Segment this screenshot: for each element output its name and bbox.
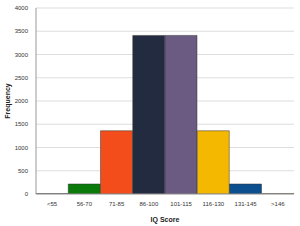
svg-text:2500: 2500 bbox=[15, 75, 29, 81]
svg-text:<55: <55 bbox=[47, 201, 58, 207]
svg-text:131-145: 131-145 bbox=[235, 201, 258, 207]
svg-text:1000: 1000 bbox=[15, 145, 29, 151]
svg-text:56-70: 56-70 bbox=[77, 201, 93, 207]
svg-text:IQ Score: IQ Score bbox=[151, 216, 180, 224]
svg-text:0: 0 bbox=[25, 191, 29, 197]
svg-text:101-115: 101-115 bbox=[170, 201, 192, 207]
svg-text:500: 500 bbox=[18, 168, 29, 174]
svg-text:Frequency: Frequency bbox=[8, 83, 12, 119]
svg-text:1500: 1500 bbox=[15, 121, 29, 127]
svg-text:116-130: 116-130 bbox=[203, 201, 225, 207]
svg-text:86-100: 86-100 bbox=[140, 201, 159, 207]
svg-text:3500: 3500 bbox=[15, 28, 29, 34]
svg-text:>146: >146 bbox=[271, 201, 285, 207]
svg-text:71-85: 71-85 bbox=[109, 201, 125, 207]
svg-text:3000: 3000 bbox=[15, 52, 29, 58]
svg-text:2000: 2000 bbox=[15, 98, 29, 104]
svg-text:4000: 4000 bbox=[15, 5, 29, 11]
